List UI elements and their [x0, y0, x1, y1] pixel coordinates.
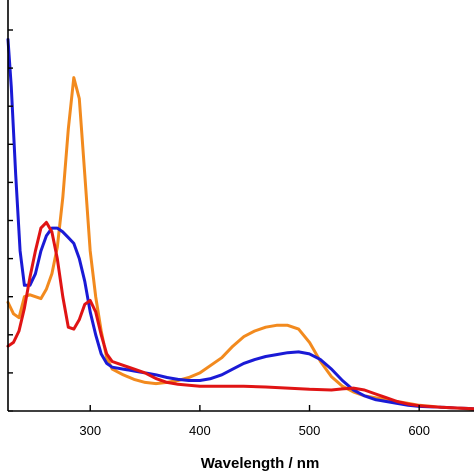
- x-tick-label-2: 500: [299, 423, 321, 438]
- x-axis-title: Wavelength / nm: [201, 455, 320, 472]
- series-layer: [6, 38, 474, 411]
- x-ticks: 300 400 500 600: [79, 405, 430, 438]
- series-line-1: [6, 76, 474, 411]
- series-line-3: [6, 220, 474, 411]
- x-tick-label-3: 600: [408, 423, 430, 438]
- series-line-2: [6, 38, 474, 411]
- y-ticks: [8, 29, 13, 412]
- x-tick-label-0: 300: [79, 423, 101, 438]
- x-tick-label-1: 400: [189, 423, 211, 438]
